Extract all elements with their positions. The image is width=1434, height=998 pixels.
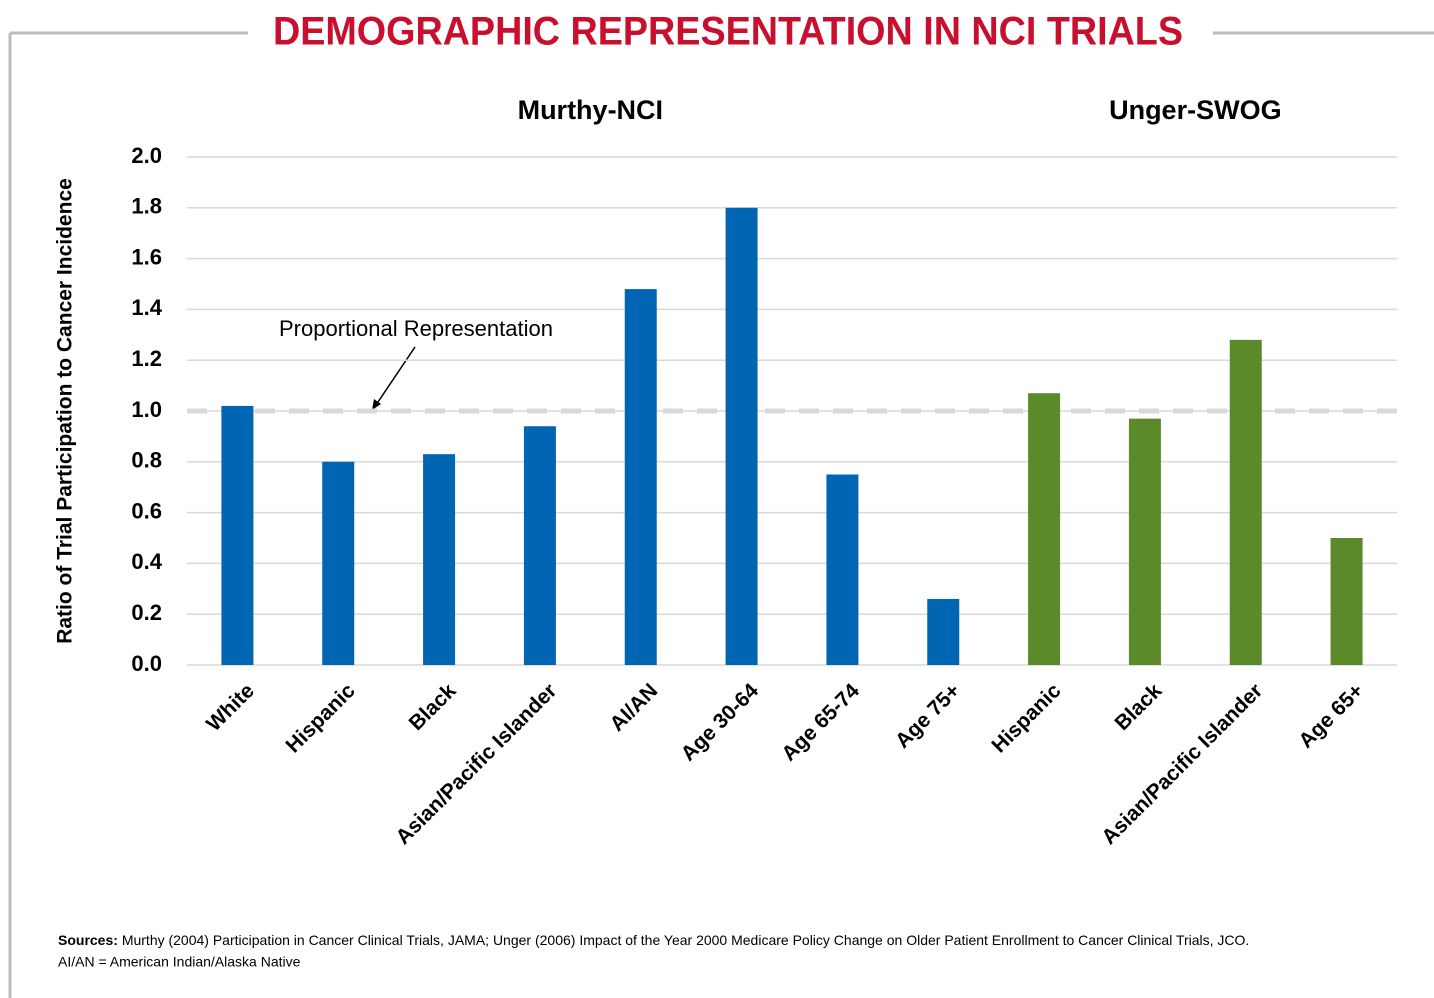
y-tick-label: 1.4 xyxy=(131,295,162,320)
annotation-arrow xyxy=(375,346,416,406)
y-tick-label: 2.0 xyxy=(131,143,162,168)
y-tick-label: 0.4 xyxy=(131,549,162,574)
footnote: AI/AN = American Indian/Alaska Native xyxy=(58,954,301,970)
x-tick-label: Age 75+ xyxy=(891,679,965,753)
x-tick-label: White xyxy=(202,679,259,736)
bar xyxy=(826,474,859,665)
sources-text: Murthy (2004) Participation in Cancer Cl… xyxy=(122,932,1250,948)
y-tick-label: 0.6 xyxy=(131,498,162,523)
y-tick-label: 1.8 xyxy=(131,194,162,219)
bar xyxy=(1028,393,1061,665)
x-tick-label: Black xyxy=(405,679,461,735)
x-tick-label: Hispanic xyxy=(987,679,1065,757)
y-tick-label: 0.0 xyxy=(131,651,162,676)
chart-title: DEMOGRAPHIC REPRESENTATION IN NCI TRIALS xyxy=(273,10,1183,54)
sources: Sources: Murthy (2004) Participation in … xyxy=(58,932,1249,948)
x-tick-label: Asian/Pacific Islander xyxy=(1097,679,1267,849)
sources-label: Sources: xyxy=(58,932,118,948)
reference-label: Proportional Representation xyxy=(279,316,553,341)
group-header: Murthy-NCI xyxy=(518,95,663,125)
y-tick-label: 0.8 xyxy=(131,448,162,473)
x-tick-label: Black xyxy=(1110,679,1166,735)
y-tick-label: 1.6 xyxy=(131,244,162,269)
x-tick-label: Asian/Pacific Islander xyxy=(392,679,562,849)
x-tick-label: Age 65-74 xyxy=(777,679,864,766)
bar xyxy=(523,426,556,665)
y-tick-label: 1.2 xyxy=(131,346,162,371)
bar xyxy=(1330,538,1363,665)
bar xyxy=(1128,418,1161,665)
bar xyxy=(927,598,960,665)
x-tick-label: Age 30-64 xyxy=(677,679,764,766)
x-tick-label: AI/AN xyxy=(606,679,663,736)
bar xyxy=(1229,339,1262,665)
bar xyxy=(624,289,657,665)
y-tick-label: 0.2 xyxy=(131,600,162,625)
bar xyxy=(221,405,254,665)
y-axis-label: Ratio of Trial Participation to Cancer I… xyxy=(54,178,77,644)
bar xyxy=(423,454,456,665)
y-tick-label: 1.0 xyxy=(131,397,162,422)
x-tick-label: Age 65+ xyxy=(1294,679,1368,753)
x-tick-label: Hispanic xyxy=(282,679,360,757)
bar xyxy=(725,207,758,666)
group-header: Unger-SWOG xyxy=(1109,95,1282,125)
bar xyxy=(322,461,355,665)
arrow-head xyxy=(372,399,381,410)
